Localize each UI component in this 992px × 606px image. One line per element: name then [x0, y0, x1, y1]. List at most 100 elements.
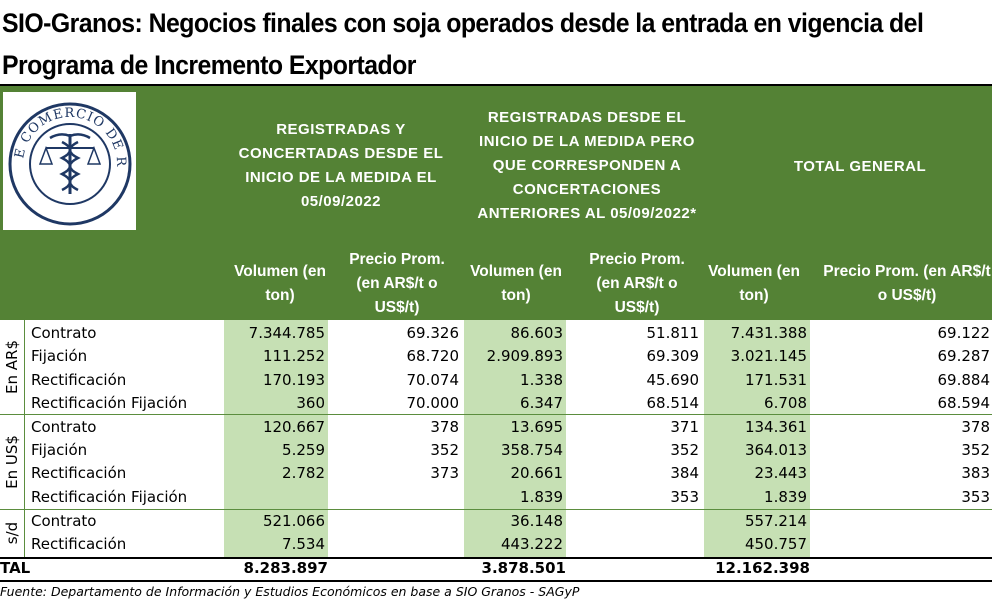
row-label: Fijación	[31, 347, 88, 365]
table-row: Contrato 7.344.785 69.326 86.603 51.811 …	[0, 322, 992, 346]
cell-price-1: 373	[430, 464, 459, 482]
cell-price-2: 352	[670, 441, 699, 459]
cell-price-2: 353	[670, 488, 699, 506]
table-row: Rectificación 7.534 443.222 450.757	[0, 533, 992, 557]
table-row: Fijación 111.252 68.720 2.909.893 69.309…	[0, 345, 992, 369]
cell-volume-3: 450.757	[744, 535, 807, 553]
cell-price-3: 353	[961, 488, 990, 506]
total-label: TAL	[0, 559, 31, 577]
row-label: Rectificación Fijación	[31, 394, 188, 412]
table-row: Contrato 521.066 36.148 557.214	[0, 510, 992, 534]
cell-volume-3: 1.839	[764, 488, 807, 506]
cell-price-1: 352	[430, 441, 459, 459]
row-label: Rectificación	[31, 371, 127, 389]
cell-volume-1: 2.782	[282, 464, 325, 482]
total-bottom-border	[0, 580, 992, 582]
table-row: Rectificación 170.193 70.074 1.338 45.69…	[0, 369, 992, 393]
cell-price-1	[330, 533, 459, 557]
cell-volume-1: 120.667	[262, 418, 325, 436]
group-header-3: TOTAL GENERAL	[793, 158, 927, 175]
title-line-1: SIO-Granos: Negocios finales con soja op…	[2, 8, 924, 38]
total-volume-3: 12.162.398	[715, 559, 810, 577]
cell-volume-2: 1.338	[520, 371, 563, 389]
cell-price-1: 378	[430, 418, 459, 436]
section-separator	[0, 509, 992, 510]
cell-price-3: 69.287	[937, 347, 991, 365]
section-separator	[0, 414, 992, 415]
table-row: Rectificación 2.782 373 20.661 384 23.44…	[0, 462, 992, 486]
cell-price-2: 69.309	[646, 347, 700, 365]
cell-volume-2: 358.754	[500, 441, 563, 459]
cell-price-3: 352	[961, 441, 990, 459]
cell-price-3: 378	[961, 418, 990, 436]
cell-price-3: 383	[961, 464, 990, 482]
cell-price-1: 69.326	[406, 324, 460, 342]
volume-3-column-bg	[704, 320, 810, 557]
cell-volume-3: 6.708	[764, 394, 807, 412]
cell-volume-2: 36.148	[510, 512, 564, 530]
cell-volume-3: 7.431.388	[730, 324, 807, 342]
row-label: Rectificación	[31, 535, 127, 553]
cell-price-1: 68.720	[406, 347, 460, 365]
cell-volume-1: 360	[296, 394, 325, 412]
table-row: Fijación 5.259 352 358.754 352 364.013 3…	[0, 439, 992, 463]
bolsa-de-comercio-de-rosario-seal-icon: BOLSA DE COMERCIO DE ROSARIO	[0, 81, 132, 226]
volume-2-column-bg	[464, 320, 566, 557]
subheader-volume-2: Volumen (en ton)	[470, 263, 562, 304]
cell-volume-1: 5.259	[282, 441, 325, 459]
source-note: Fuente: Departamento de Información y Es…	[0, 584, 580, 599]
cell-volume-2: 20.661	[510, 464, 564, 482]
row-label: Rectificación	[31, 464, 127, 482]
cell-volume-2: 443.222	[500, 535, 563, 553]
table-row: Rectificación Fijación 1.839 353 1.839 3…	[0, 486, 992, 510]
cell-volume-1: 7.534	[282, 535, 325, 553]
cell-volume-2: 13.695	[510, 418, 564, 436]
cell-price-2: 68.514	[646, 394, 700, 412]
table-header	[0, 86, 992, 320]
row-label: Rectificación Fijación	[31, 488, 188, 506]
cell-price-3: 68.594	[937, 394, 991, 412]
cell-volume-3: 134.361	[744, 418, 807, 436]
total-volume-1: 8.283.897	[243, 559, 328, 577]
cell-price-2	[570, 510, 699, 534]
cell-volume-3: 364.013	[744, 441, 807, 459]
cell-volume-1	[224, 486, 325, 510]
row-label: Contrato	[31, 324, 97, 342]
cell-price-2	[570, 533, 699, 557]
cell-price-1	[330, 510, 459, 534]
cell-price-2: 51.811	[646, 324, 700, 342]
cell-price-3: 69.884	[937, 371, 991, 389]
page-title: SIO-Granos: Negocios finales con soja op…	[2, 2, 924, 86]
cell-volume-1: 7.344.785	[248, 324, 325, 342]
cell-price-3	[812, 510, 990, 534]
cell-volume-3: 557.214	[744, 512, 807, 530]
row-label: Fijación	[31, 441, 88, 459]
cell-price-1: 70.000	[406, 394, 460, 412]
total-volume-2: 3.878.501	[481, 559, 566, 577]
volume-1-column-bg	[224, 320, 328, 557]
table-row: Rectificación Fijación 360 70.000 6.347 …	[0, 392, 992, 416]
title-line-2: Programa de Incremento Exportador	[2, 50, 416, 80]
cell-price-2: 384	[670, 464, 699, 482]
subheader-price-2: Precio Prom. (en AR$/t o US$/t)	[589, 251, 685, 316]
cell-price-2: 371	[670, 418, 699, 436]
table-row: Contrato 120.667 378 13.695 371 134.361 …	[0, 416, 992, 440]
cell-volume-2: 2.909.893	[486, 347, 563, 365]
subheader-price-3: Precio Prom. (en AR$/t o US$/t)	[823, 263, 991, 304]
cell-price-3	[812, 533, 990, 557]
cell-price-3: 69.122	[937, 324, 991, 342]
row-label: Contrato	[31, 512, 97, 530]
subheader-volume-3: Volumen (en ton)	[708, 263, 800, 304]
cell-price-1: 70.074	[406, 371, 460, 389]
group-header-2: REGISTRADAS DESDE EL INICIO DE LA MEDIDA…	[477, 109, 697, 222]
section-divider	[24, 320, 25, 557]
cell-volume-2: 86.603	[510, 324, 564, 342]
group-header-1: REGISTRADAS Y CONCERTADAS DESDE EL INICI…	[238, 121, 444, 210]
cell-volume-3: 23.443	[754, 464, 808, 482]
row-label: Contrato	[31, 418, 97, 436]
cell-volume-1: 521.066	[262, 512, 325, 530]
cell-price-2: 45.690	[646, 371, 700, 389]
cell-price-1	[330, 486, 459, 510]
cell-volume-3: 171.531	[744, 371, 807, 389]
total-top-border	[0, 557, 992, 559]
